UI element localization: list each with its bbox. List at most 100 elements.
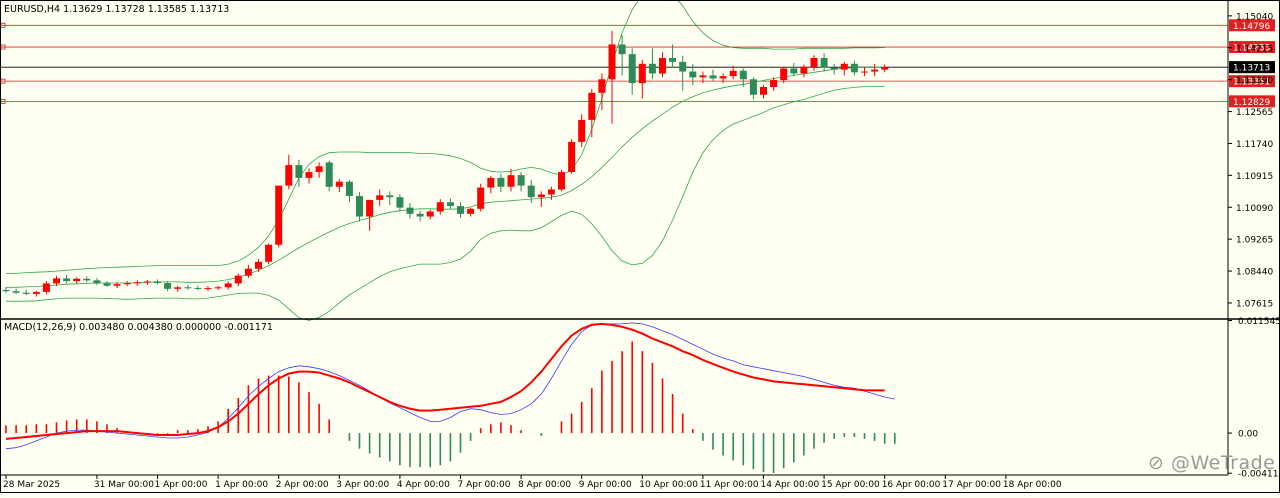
candle-body (729, 70, 737, 77)
candle-body (861, 71, 868, 73)
price-level-tag (1229, 61, 1275, 74)
candle-body (709, 75, 717, 79)
macd-axis[interactable]: 0.011545 0.00 -0.004115 (1228, 317, 1280, 480)
candle-body (497, 177, 505, 187)
candle-body (669, 58, 677, 62)
candle-body (871, 69, 879, 72)
candle-body (295, 165, 303, 178)
price-level-tag (1229, 19, 1275, 32)
price-level-label: 1.12829 (1233, 98, 1270, 108)
candle-body (345, 181, 353, 197)
candle-body (618, 44, 626, 55)
candle-body (275, 185, 283, 245)
price-tick-label: 1.10915 (1236, 172, 1273, 182)
price-axis[interactable]: 1.14796 1.14233 1.13713 1.13351 1.12829 1.150… (1228, 12, 1275, 309)
candle-body (73, 278, 81, 282)
candle-body (234, 275, 242, 284)
macd-signal-line (5, 322, 885, 440)
time-axis[interactable]: 28 Mar 2025 31 Mar 00:00 1 Apr 00:00 1 Apr … (3, 475, 1062, 490)
price-tick-label: 1.07615 (1236, 299, 1273, 309)
symbol-header: EURUSD,H4 1.13629 1.13728 1.13585 1.1371… (4, 4, 229, 15)
bollinger-upper-line (6, 0, 885, 274)
candle-body (93, 280, 101, 284)
time-tick-label: 10 Apr 00:00 (639, 480, 698, 490)
candle-body (648, 63, 656, 74)
candle-body (568, 141, 576, 173)
price-tick-label: 1.13390 (1236, 76, 1273, 86)
candle-body (457, 206, 464, 214)
candle-body (608, 44, 616, 80)
candle-body (32, 291, 40, 294)
candle-body (386, 195, 394, 198)
candle-body (315, 166, 323, 173)
candle-body (42, 283, 50, 292)
candle-body (558, 172, 565, 190)
macd-header: MACD(12,26,9) 0.003480 0.004380 0.000000… (4, 322, 273, 333)
price-tick-label: 1.14215 (1236, 44, 1273, 54)
candle-body (113, 284, 121, 286)
price-level-tag (1229, 75, 1275, 88)
candle-body (578, 119, 586, 142)
candle-body (143, 281, 151, 283)
candles (2, 30, 889, 297)
candle-body (366, 199, 374, 217)
candle-body (638, 63, 646, 84)
candle-body (416, 213, 424, 217)
candle-body (12, 291, 20, 293)
macd-tick-label: 0.00 (1238, 430, 1258, 440)
watermark-text: @WeTrade (1170, 452, 1276, 474)
time-tick-label: 17 Apr 00:00 (942, 480, 1001, 490)
candle-body (53, 278, 60, 284)
candle-body (881, 67, 889, 70)
time-tick-label: 1 Apr 00:00 (215, 480, 268, 490)
candle-body (770, 80, 778, 87)
candle-body (659, 58, 666, 74)
time-tick-label: 14 Apr 00:00 (761, 480, 820, 490)
candle-body (63, 278, 71, 282)
candle-body (376, 195, 384, 200)
candle-body (426, 211, 434, 217)
price-level-label: 1.13351 (1233, 78, 1270, 88)
candle-body (739, 70, 747, 80)
candle-body (396, 197, 404, 208)
candle-body (224, 283, 232, 288)
price-tick-label: 1.12565 (1236, 108, 1273, 118)
candle-body (588, 92, 596, 120)
candle-body (760, 87, 767, 95)
candle-body (204, 288, 212, 290)
bollinger-middle-line (6, 66, 885, 288)
candle-body (800, 66, 808, 74)
time-tick-label: 16 Apr 00:00 (882, 480, 941, 490)
time-tick-label: 3 Apr 00:00 (336, 480, 389, 490)
candle-body (83, 278, 91, 281)
candle-body (719, 76, 727, 79)
time-tick-label: 15 Apr 00:00 (821, 480, 880, 490)
time-tick-label: 7 Apr 00:00 (458, 480, 511, 490)
candle-body (467, 208, 475, 214)
candle-body (164, 283, 172, 289)
candle-body (133, 282, 141, 284)
candle-body (699, 75, 707, 78)
candle-body (123, 283, 131, 285)
candle-body (850, 63, 858, 73)
watermark-logo-icon: ⊘ (1148, 452, 1165, 474)
candle-body (305, 172, 313, 178)
candle-body (547, 189, 555, 195)
candle-body (537, 194, 545, 198)
price-tick-label: 1.08440 (1236, 268, 1273, 278)
macd-tick-label: 0.011545 (1238, 317, 1280, 327)
candle-body (446, 202, 454, 207)
candle-body (325, 162, 333, 187)
time-tick-label: 9 Apr 00:00 (579, 480, 632, 490)
candle-body (214, 287, 222, 289)
price-level-tag (1229, 41, 1275, 54)
candle-body (628, 54, 636, 84)
time-tick-label: 4 Apr 00:00 (397, 480, 450, 490)
watermark: ⊘ @WeTrade (1148, 452, 1275, 474)
price-tick-label: 1.11740 (1236, 140, 1273, 150)
candle-body (184, 287, 192, 289)
candle-body (477, 187, 485, 209)
candle-body (22, 292, 30, 294)
